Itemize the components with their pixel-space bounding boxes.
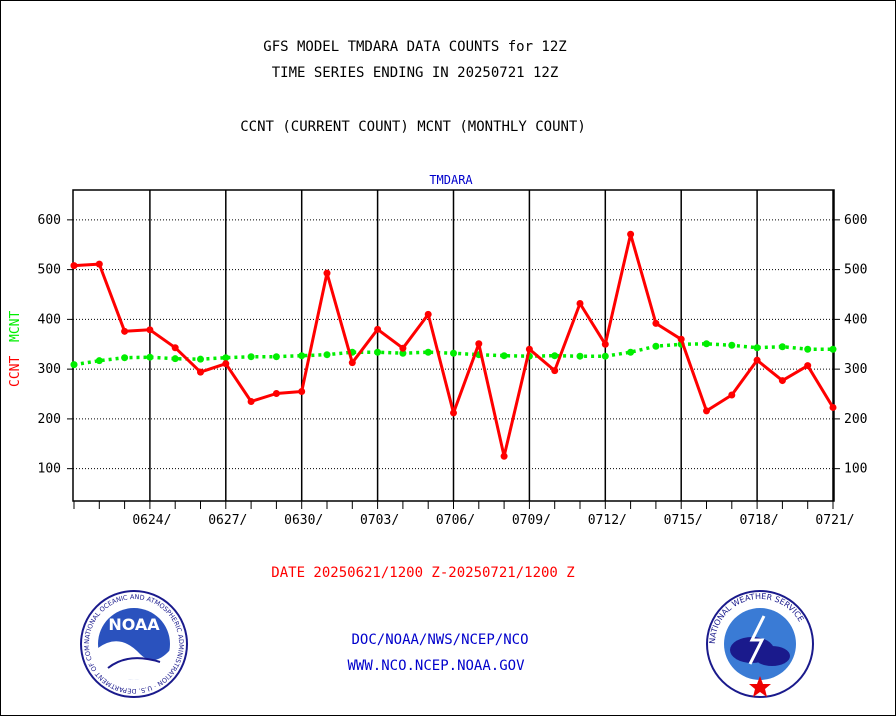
point-mcnt-3 — [121, 354, 128, 361]
panel-title: TMDARA — [429, 173, 473, 187]
point-mcnt-13 — [374, 349, 381, 356]
y-tick-label-left-600: 600 — [38, 213, 61, 228]
y-axis-label-mcnt: MCNT — [8, 311, 23, 342]
y-tick-label-right-500: 500 — [844, 263, 867, 278]
noaa-logo-text: NOAA — [108, 615, 160, 634]
website-link[interactable]: WWW.NCO.NCEP.NOAA.GOV — [347, 658, 524, 674]
point-mcnt-7 — [222, 354, 229, 361]
point-ccnt-26 — [703, 407, 710, 414]
x-axis-ticks: 0624/0627/0630/0703/0706/0709/0712/0715/… — [74, 501, 855, 528]
point-mcnt-16 — [450, 350, 457, 357]
y-tick-label-right-600: 600 — [844, 213, 867, 228]
y-tick-label-left-500: 500 — [38, 263, 61, 278]
x-tick-label-4: 0703/ — [360, 513, 399, 528]
point-ccnt-27 — [728, 392, 735, 399]
point-ccnt-16 — [450, 409, 457, 416]
point-mcnt-6 — [197, 356, 204, 363]
point-ccnt-11 — [324, 270, 331, 277]
point-ccnt-28 — [754, 357, 761, 364]
point-mcnt-30 — [804, 346, 811, 353]
point-ccnt-4 — [146, 326, 153, 333]
x-tick-label-10: 0721/ — [815, 513, 854, 528]
y-tick-label-right-400: 400 — [844, 312, 867, 327]
y-tick-label-left-400: 400 — [38, 312, 61, 327]
date-range: DATE 20250621/1200 Z-20250721/1200 Z — [271, 565, 574, 581]
point-ccnt-19 — [526, 346, 533, 353]
point-mcnt-10 — [298, 352, 305, 359]
x-tick-label-7: 0712/ — [588, 513, 627, 528]
y-axis-labels: CCNT MCNT — [8, 311, 23, 387]
y-tick-label-right-100: 100 — [844, 462, 867, 477]
svg-text:NATIONAL OCEANIC AND ATMOSPHER: NATIONAL OCEANIC AND ATMOSPHERIC ADMINIS… — [0, 0, 185, 695]
x-tick-label-5: 0706/ — [436, 513, 475, 528]
point-ccnt-13 — [374, 326, 381, 333]
y-tick-label-left-100: 100 — [38, 462, 61, 477]
point-ccnt-24 — [652, 320, 659, 327]
point-ccnt-23 — [627, 231, 634, 238]
point-mcnt-11 — [324, 351, 331, 358]
point-ccnt-7 — [222, 360, 229, 367]
point-mcnt-1 — [71, 361, 78, 368]
point-ccnt-31 — [830, 404, 837, 411]
point-ccnt-8 — [248, 398, 255, 405]
point-ccnt-29 — [779, 377, 786, 384]
point-mcnt-27 — [728, 342, 735, 349]
point-mcnt-20 — [551, 352, 558, 359]
noaa-ring-text: NATIONAL OCEANIC AND ATMOSPHERIC ADMINIS… — [0, 0, 185, 695]
point-mcnt-21 — [577, 353, 584, 360]
point-mcnt-8 — [248, 353, 255, 360]
point-mcnt-24 — [652, 343, 659, 350]
nws-logo: NATIONAL WEATHER SERVICE — [707, 591, 813, 697]
point-ccnt-20 — [551, 367, 558, 374]
point-ccnt-21 — [577, 300, 584, 307]
point-ccnt-6 — [197, 369, 204, 376]
point-mcnt-29 — [779, 343, 786, 350]
x-tick-label-6: 0709/ — [512, 513, 551, 528]
point-ccnt-18 — [501, 453, 508, 460]
org-path-link[interactable]: DOC/NOAA/NWS/NCEP/NCO — [351, 632, 528, 648]
point-ccnt-12 — [349, 359, 356, 366]
point-ccnt-25 — [678, 336, 685, 343]
y-tick-label-left-300: 300 — [38, 362, 61, 377]
point-mcnt-15 — [425, 349, 432, 356]
point-mcnt-23 — [627, 349, 634, 356]
point-ccnt-9 — [273, 390, 280, 397]
point-mcnt-26 — [703, 340, 710, 347]
point-ccnt-17 — [475, 340, 482, 347]
point-mcnt-22 — [602, 353, 609, 360]
point-ccnt-2 — [96, 261, 103, 268]
point-ccnt-22 — [602, 341, 609, 348]
line-chart: TMDARA 100 100 200 200 300 300 400 400 500 500 600… — [0, 0, 896, 716]
y-axis-label-ccnt: CCNT — [8, 356, 23, 387]
y-tick-label-right-300: 300 — [844, 362, 867, 377]
point-ccnt-14 — [399, 345, 406, 352]
x-tick-label-2: 0627/ — [208, 513, 247, 528]
point-mcnt-31 — [830, 346, 837, 353]
point-ccnt-15 — [425, 311, 432, 318]
point-ccnt-5 — [172, 344, 179, 351]
point-mcnt-28 — [754, 344, 761, 351]
point-ccnt-30 — [804, 362, 811, 369]
point-ccnt-3 — [121, 328, 128, 335]
y-tick-label-left-200: 200 — [38, 412, 61, 427]
point-mcnt-2 — [96, 357, 103, 364]
point-mcnt-18 — [501, 352, 508, 359]
x-tick-label-8: 0715/ — [664, 513, 703, 528]
point-mcnt-5 — [172, 355, 179, 362]
point-ccnt-10 — [298, 388, 305, 395]
x-tick-label-9: 0718/ — [740, 513, 779, 528]
point-mcnt-4 — [146, 354, 153, 361]
y-tick-label-right-200: 200 — [844, 412, 867, 427]
point-ccnt-1 — [71, 262, 78, 269]
noaa-logo: NOAA NATIONAL OCEANIC AND ATMOSPHERIC AD… — [0, 0, 187, 697]
x-tick-label-1: 0624/ — [132, 513, 171, 528]
y-axis-ticks: 100 100 200 200 300 300 400 400 500 500 600 600 — [38, 213, 868, 477]
x-tick-label-3: 0630/ — [284, 513, 323, 528]
point-mcnt-9 — [273, 353, 280, 360]
